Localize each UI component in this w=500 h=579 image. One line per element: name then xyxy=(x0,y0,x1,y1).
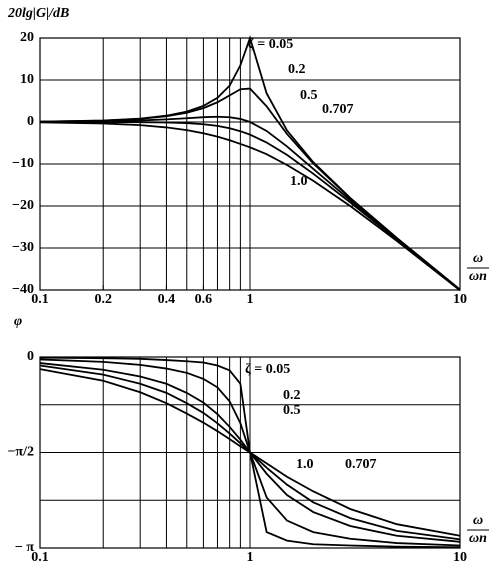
x-tick-label: 0.2 xyxy=(94,292,112,307)
x-tick-label: 1 xyxy=(247,550,254,565)
series-label: ζ = 0.05 xyxy=(248,37,293,52)
curve xyxy=(39,362,461,543)
series-label: 1.0 xyxy=(290,174,308,189)
x-tick-label: 10 xyxy=(453,550,467,565)
y-tick-label: −π/2 xyxy=(7,445,34,460)
y-axis-label: φ xyxy=(14,314,22,329)
x-tick-label: 0.1 xyxy=(31,550,49,565)
x-axis-label-den: ωn xyxy=(469,531,487,546)
series-label: 1.0 xyxy=(296,457,314,472)
y-axis-label: 20lg|G|/dB xyxy=(7,6,69,21)
y-tick-label: 0 xyxy=(27,114,34,129)
series-label: 0.707 xyxy=(345,457,377,472)
curve xyxy=(39,368,461,537)
y-tick-label: −40 xyxy=(12,282,34,297)
y-tick-label: − π xyxy=(15,540,34,555)
x-tick-label: 10 xyxy=(453,292,467,307)
y-tick-label: −10 xyxy=(12,156,34,171)
curve xyxy=(39,121,461,292)
curve xyxy=(39,364,461,541)
y-tick-label: −30 xyxy=(12,240,34,255)
series-label: 0.5 xyxy=(300,88,318,103)
y-tick-label: 0 xyxy=(27,349,34,364)
curve xyxy=(39,121,461,291)
series-label: ζ = 0.05 xyxy=(245,362,290,377)
x-tick-label: 1 xyxy=(247,292,254,307)
series-label: 0.2 xyxy=(288,62,306,77)
series-label: 0.707 xyxy=(322,102,354,117)
y-tick-label: 10 xyxy=(20,72,34,87)
x-axis-label-den: ωn xyxy=(469,269,487,284)
curve xyxy=(39,358,461,547)
x-tick-label: 0.1 xyxy=(31,292,49,307)
y-tick-label: −20 xyxy=(12,198,34,213)
y-tick-label: 20 xyxy=(20,30,34,45)
curve xyxy=(39,115,461,291)
x-tick-label: 0.4 xyxy=(158,292,176,307)
curve xyxy=(39,87,461,291)
series-label: 0.5 xyxy=(283,403,301,418)
curve xyxy=(39,356,461,549)
series-label: 0.2 xyxy=(283,388,301,403)
x-axis-label-num: ω xyxy=(473,513,483,528)
x-tick-label: 0.6 xyxy=(195,292,213,307)
x-axis-label-num: ω xyxy=(473,251,483,266)
